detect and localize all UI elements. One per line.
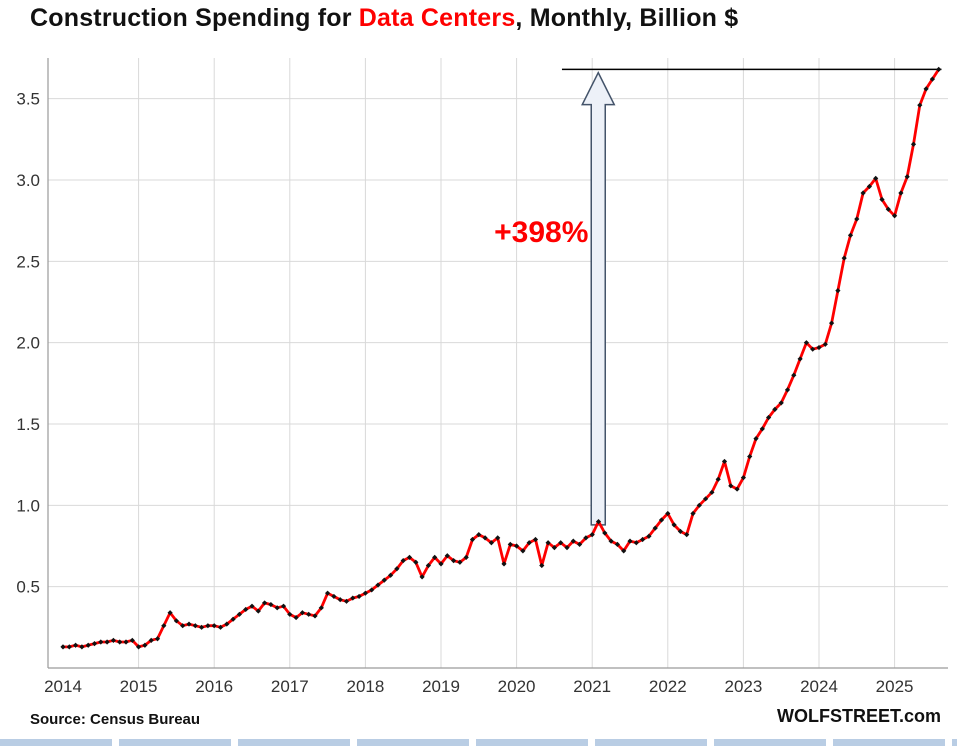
svg-text:2022: 2022	[649, 677, 687, 696]
title-highlight: Data Centers	[358, 4, 516, 32]
bottom-strip	[0, 739, 957, 746]
svg-text:3.5: 3.5	[16, 90, 40, 109]
series-markers	[60, 66, 942, 650]
site-label: WOLFSTREET.com	[776, 706, 941, 726]
svg-text:0.5: 0.5	[16, 578, 40, 597]
svg-text:2019: 2019	[422, 677, 460, 696]
svg-text:1.0: 1.0	[16, 496, 40, 515]
svg-text:2017: 2017	[271, 677, 309, 696]
svg-text:2.0: 2.0	[16, 334, 40, 353]
x-axis-labels: 2014 2015 2016 2017 2018 2019 2020 2021 2022 2023…	[44, 677, 913, 696]
title-prefix: Construction Spending for	[30, 4, 359, 32]
svg-text:2023: 2023	[724, 677, 762, 696]
growth-arrow	[581, 70, 616, 526]
pct-change-label: +398%	[494, 216, 588, 249]
title-suffix: , Monthly, Billion $	[515, 4, 739, 32]
svg-text:2021: 2021	[573, 677, 611, 696]
series-line	[61, 68, 941, 649]
svg-text:2014: 2014	[44, 677, 82, 696]
gridlines	[48, 58, 948, 668]
svg-text:1.5: 1.5	[16, 415, 40, 434]
y-axis-labels: 0.5 1.0 1.5 2.0 2.5 3.0 3.5	[16, 90, 40, 597]
svg-text:2020: 2020	[498, 677, 536, 696]
svg-text:3.0: 3.0	[16, 171, 40, 190]
svg-text:2016: 2016	[195, 677, 233, 696]
svg-text:2018: 2018	[346, 677, 384, 696]
svg-text:2024: 2024	[800, 677, 838, 696]
svg-text:2025: 2025	[876, 677, 914, 696]
source-label: Source: Census Bureau	[30, 711, 201, 728]
svg-text:2.5: 2.5	[16, 252, 40, 271]
svg-text:2015: 2015	[120, 677, 158, 696]
chart-title: Construction Spending for Data Centers, …	[30, 4, 738, 33]
